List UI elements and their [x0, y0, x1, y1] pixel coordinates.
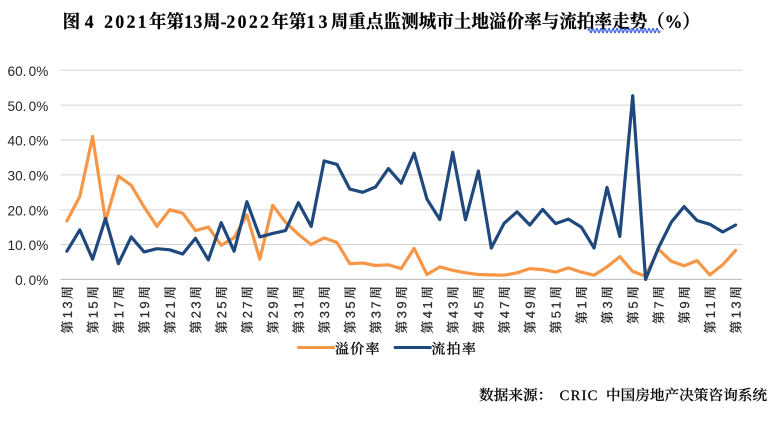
- svg-text:40.0%: 40. 0%: [8, 134, 49, 149]
- svg-text:50.0%: 50. 0%: [8, 99, 49, 114]
- svg-text:10.0%: 10. 0%: [8, 238, 49, 253]
- svg-text:0.0%: 0. 0%: [15, 273, 48, 288]
- svg-text:20.0%: 20. 0%: [8, 203, 49, 218]
- svg-text:60.0%: 60. 0%: [8, 64, 49, 79]
- svg-text:30.0%: 30. 0%: [8, 168, 49, 183]
